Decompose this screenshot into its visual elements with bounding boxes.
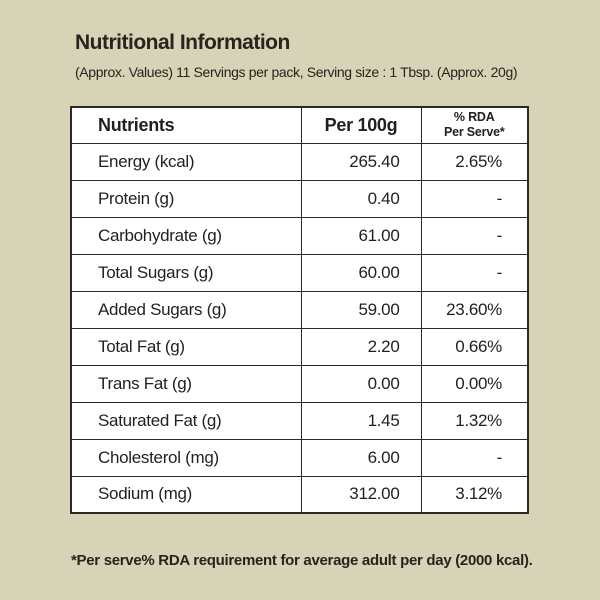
table-row: Total Fat (g) 2.20 0.66% <box>70 327 529 366</box>
rda-per-serve-value: - <box>420 438 529 477</box>
per-100g-value: 59.00 <box>300 290 422 329</box>
nutrient-name: Energy (kcal) <box>70 142 302 181</box>
rda-per-serve-value: 23.60% <box>420 290 529 329</box>
nutrient-name: Saturated Fat (g) <box>70 401 302 440</box>
nutrient-name: Protein (g) <box>70 179 302 218</box>
rda-per-serve-value: - <box>420 253 529 292</box>
nutrient-name: Trans Fat (g) <box>70 364 302 403</box>
rda-per-serve-value: 1.32% <box>420 401 529 440</box>
rda-header-line1: % RDA <box>453 110 495 125</box>
table-row: Saturated Fat (g) 1.45 1.32% <box>70 401 529 440</box>
rda-per-serve-value: 2.65% <box>420 142 529 181</box>
nutrition-table: Nutrients Per 100g % RDA Per Serve* Ener… <box>70 106 529 514</box>
rda-per-serve-value: 3.12% <box>420 475 529 514</box>
nutrient-name: Carbohydrate (g) <box>70 216 302 255</box>
page-title: Nutritional Information <box>75 31 290 54</box>
table-row: Cholesterol (mg) 6.00 - <box>70 438 529 477</box>
rda-per-serve-value: 0.00% <box>420 364 529 403</box>
serving-info: (Approx. Values) 11 Servings per pack, S… <box>75 64 518 80</box>
per-100g-value: 60.00 <box>300 253 422 292</box>
rda-per-serve-value: - <box>420 216 529 255</box>
table-row: Carbohydrate (g) 61.00 - <box>70 216 529 255</box>
table-row: Added Sugars (g) 59.00 23.60% <box>70 290 529 329</box>
per-100g-value: 265.40 <box>300 142 422 181</box>
per-100g-value: 2.20 <box>300 327 422 366</box>
table-row: Protein (g) 0.40 - <box>70 179 529 218</box>
rda-footnote: *Per serve% RDA requirement for average … <box>71 552 533 569</box>
per-100g-value: 312.00 <box>300 475 422 514</box>
nutrient-name: Added Sugars (g) <box>70 290 302 329</box>
column-header-rda-per-serve: % RDA Per Serve* <box>420 106 529 144</box>
column-header-per-100g: Per 100g <box>300 106 422 144</box>
table-row: Total Sugars (g) 60.00 - <box>70 253 529 292</box>
per-100g-value: 61.00 <box>300 216 422 255</box>
rda-per-serve-value: 0.66% <box>420 327 529 366</box>
column-header-nutrients: Nutrients <box>70 106 302 144</box>
nutrient-name: Total Sugars (g) <box>70 253 302 292</box>
per-100g-value: 6.00 <box>300 438 422 477</box>
per-100g-value: 0.40 <box>300 179 422 218</box>
table-header-row: Nutrients Per 100g % RDA Per Serve* <box>70 106 529 144</box>
rda-per-serve-value: - <box>420 179 529 218</box>
nutrient-name: Sodium (mg) <box>70 475 302 514</box>
per-100g-value: 0.00 <box>300 364 422 403</box>
table-row: Trans Fat (g) 0.00 0.00% <box>70 364 529 403</box>
nutrient-name: Total Fat (g) <box>70 327 302 366</box>
per-100g-value: 1.45 <box>300 401 422 440</box>
table-row: Sodium (mg) 312.00 3.12% <box>70 475 529 514</box>
table-row: Energy (kcal) 265.40 2.65% <box>70 142 529 181</box>
rda-header-line2: Per Serve* <box>443 125 505 140</box>
nutrient-name: Cholesterol (mg) <box>70 438 302 477</box>
